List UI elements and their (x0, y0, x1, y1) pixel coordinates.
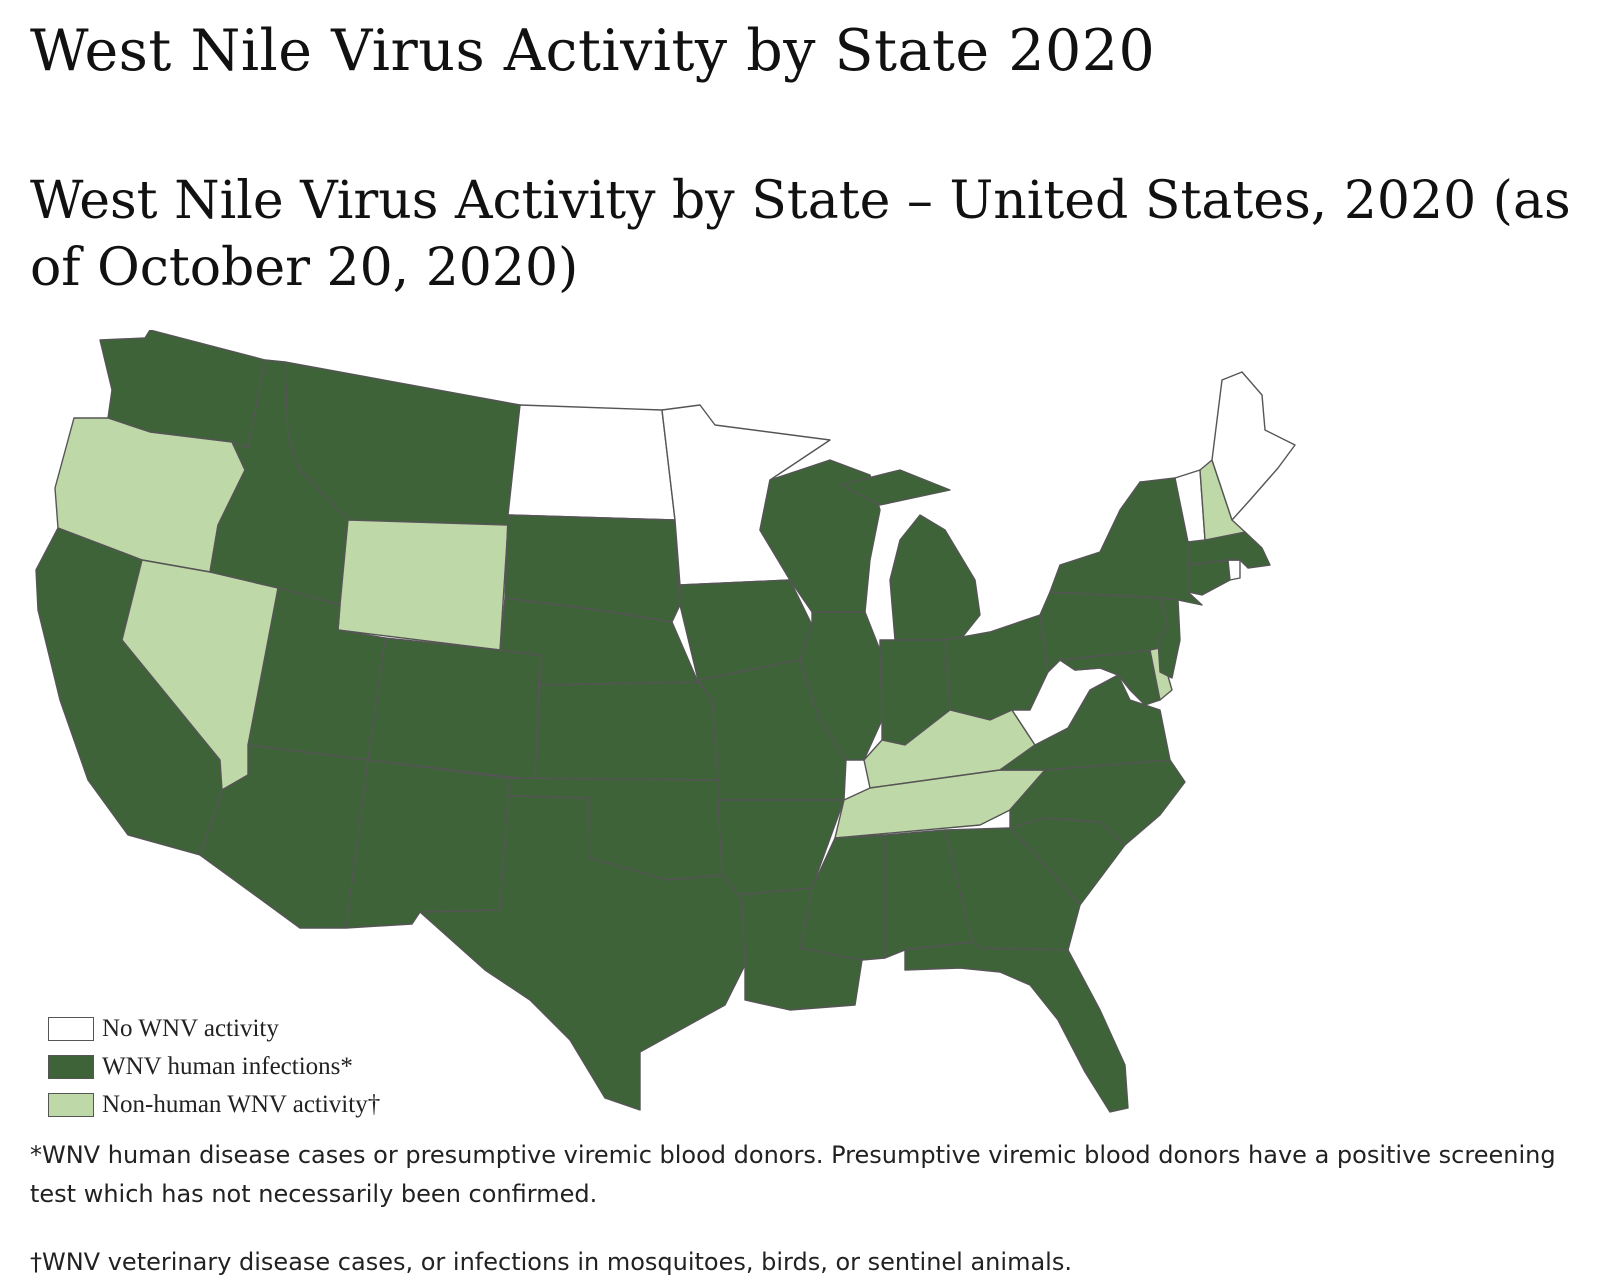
state-ND[interactable] (507, 404, 676, 521)
legend: No WNV activity WNV human infections* No… (48, 1010, 380, 1124)
state-WI[interactable] (759, 459, 881, 613)
state-CT[interactable] (1187, 559, 1231, 596)
state-ME[interactable] (1211, 371, 1296, 521)
state-IL[interactable] (799, 611, 883, 761)
legend-label-no-activity: No WNV activity (102, 1015, 279, 1042)
state-KS[interactable] (534, 681, 719, 781)
legend-item-no-activity: No WNV activity (48, 1010, 380, 1048)
map-subtitle: West Nile Virus Activity by State – Unit… (30, 171, 1571, 298)
us-map (35, 330, 1296, 1113)
state-MI[interactable] (839, 469, 981, 641)
page-title: West Nile Virus Activity by State 2020 (30, 18, 1156, 84)
legend-label-non-human-activity: Non-human WNV activity† (102, 1091, 381, 1118)
legend-label-human-infections: WNV human infections* (102, 1053, 353, 1080)
legend-item-non-human-activity: Non-human WNV activity† (48, 1086, 380, 1124)
footnote-human: *WNV human disease cases or presumptive … (30, 1141, 1556, 1208)
legend-item-human-infections: WNV human infections* (48, 1048, 380, 1086)
legend-swatch-no-activity (48, 1017, 94, 1041)
state-CO[interactable] (367, 637, 541, 781)
state-RI[interactable] (1227, 559, 1241, 581)
footnote-nonhuman: †WNV veterinary disease cases, or infect… (30, 1248, 1072, 1276)
state-TX[interactable] (419, 795, 746, 1111)
legend-swatch-non-human-activity (48, 1093, 94, 1117)
state-MA[interactable] (1187, 531, 1271, 569)
map-container (0, 330, 1622, 1130)
state-NM[interactable] (345, 759, 511, 929)
legend-swatch-human-infections (48, 1055, 94, 1079)
state-FL[interactable] (904, 941, 1129, 1113)
state-NH[interactable] (1199, 459, 1246, 541)
state-WY[interactable] (337, 519, 509, 651)
